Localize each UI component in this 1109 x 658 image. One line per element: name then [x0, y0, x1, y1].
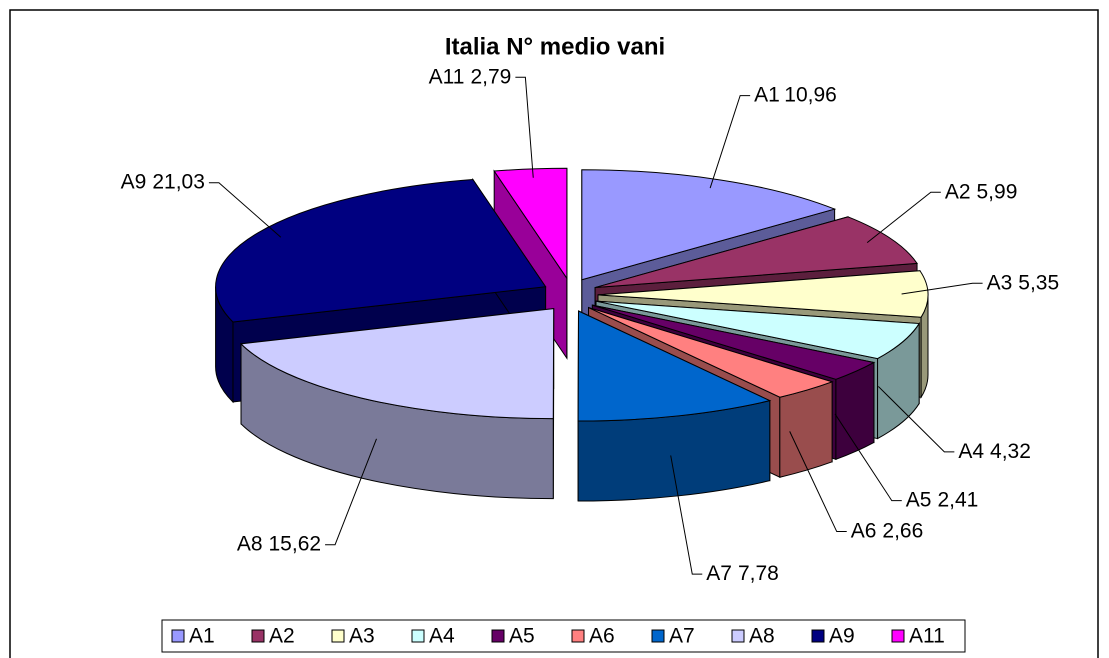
data-label: A4 4,32: [958, 439, 1031, 462]
label-value: 2,41: [937, 488, 978, 511]
label-value: 7,78: [738, 562, 779, 585]
leader-line: [670, 455, 703, 575]
leader-line: [208, 182, 282, 238]
data-label: A5 2,41: [906, 488, 979, 511]
legend-swatch: [571, 629, 585, 643]
legend-swatch: [331, 629, 345, 643]
label-value: 5,35: [1018, 271, 1059, 294]
label-category: A4: [958, 439, 984, 462]
label-value: 4,32: [990, 439, 1031, 462]
legend-label: A1: [189, 625, 215, 648]
label-category: A8: [237, 532, 263, 555]
leader-line: [325, 438, 377, 546]
slice: [592, 304, 876, 380]
legend-swatch: [891, 629, 905, 643]
label-category: A7: [706, 562, 732, 585]
slice: [597, 270, 929, 318]
leader-line: [866, 191, 941, 244]
legend-label: A7: [669, 625, 695, 648]
legend-label: A9: [829, 625, 855, 648]
leader-line: [834, 413, 902, 502]
label-value: 15,62: [269, 532, 322, 555]
legend-label: A8: [749, 625, 775, 648]
legend-swatch: [251, 629, 265, 643]
legend-swatch: [731, 629, 745, 643]
label-category: A3: [987, 271, 1013, 294]
label-value: 2,79: [470, 65, 511, 88]
data-label: A8 15,62: [237, 532, 321, 555]
label-category: A9: [121, 170, 147, 193]
chart-title: Italia N° medio vani: [445, 33, 665, 60]
legend-label: A4: [429, 625, 455, 648]
label-category: A11: [429, 65, 465, 88]
slice: [577, 310, 772, 422]
label-category: A1: [754, 83, 779, 106]
data-label: A7 7,78: [706, 562, 779, 585]
slice: [581, 169, 837, 281]
label-value: 5,99: [977, 180, 1018, 203]
label-value: 21,03: [152, 170, 205, 193]
data-label: A3 5,35: [987, 271, 1060, 294]
data-label: A6 2,66: [851, 519, 924, 542]
leader-line: [877, 386, 955, 453]
legend-label: A6: [589, 625, 615, 648]
legend-label: A5: [509, 625, 535, 648]
slice: [493, 167, 568, 280]
data-label: A9 21,03: [121, 170, 205, 193]
data-label: A1 10,96: [754, 83, 837, 106]
leader-line: [901, 282, 983, 295]
label-category: A5: [906, 488, 932, 511]
slice: [215, 178, 547, 323]
legend-swatch: [411, 629, 425, 643]
label-category: A2: [945, 180, 971, 203]
leader-line: [515, 76, 534, 178]
legend-label: A2: [269, 625, 295, 648]
slice: [588, 307, 834, 398]
legend: [161, 619, 966, 653]
data-label: A2 5,99: [945, 180, 1018, 203]
leader-line: [789, 431, 847, 533]
label-value: 2,66: [882, 519, 923, 542]
legend-label: A11: [909, 625, 945, 648]
data-label: A11 2,79: [429, 65, 512, 88]
leader-line: [709, 95, 751, 189]
legend-swatch: [811, 629, 825, 643]
slice: [594, 216, 918, 289]
legend-swatch: [651, 629, 665, 643]
label-category: A6: [851, 519, 877, 542]
legend-label: A3: [349, 625, 375, 648]
slice-side: [779, 381, 833, 478]
legend-swatch: [171, 629, 185, 643]
legend-swatch: [491, 629, 505, 643]
label-value: 10,96: [784, 83, 837, 106]
slice: [239, 308, 555, 420]
slice: [595, 300, 921, 360]
